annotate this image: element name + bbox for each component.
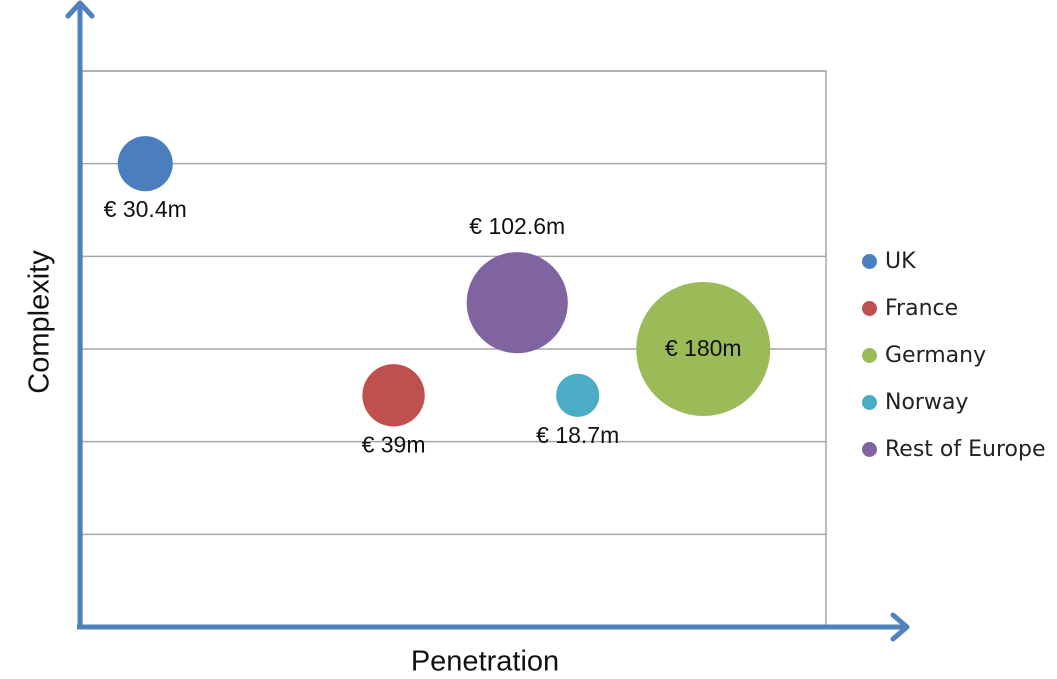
x-axis-arrow: [77, 612, 910, 642]
legend-label: Rest of Europe: [885, 437, 1046, 462]
y-axis-label: Complexity: [23, 250, 56, 394]
legend-marker-icon: [862, 348, 877, 363]
bubble-norway: [556, 373, 600, 417]
legend-label: Norway: [885, 390, 969, 415]
legend-marker-icon: [862, 395, 877, 410]
bubble-germany: [636, 282, 771, 416]
x-axis-label: Penetration: [410, 645, 560, 678]
data-label: € 180m: [665, 335, 742, 361]
legend-label: Germany: [885, 343, 987, 368]
legend-item-germany: Germany: [862, 332, 1045, 379]
bubble-uk: [117, 136, 173, 192]
data-label: € 30.4m: [104, 196, 187, 222]
y-axis-arrow: [65, 0, 95, 629]
legend-item-france: France: [862, 285, 1045, 332]
legend-marker-icon: [862, 442, 877, 457]
legend-marker-icon: [862, 301, 877, 316]
legend-label: UK: [885, 249, 916, 274]
legend-marker-icon: [862, 254, 877, 269]
bubble-france: [362, 364, 425, 427]
legend-item-norway: Norway: [862, 379, 1045, 426]
data-label: € 102.6m: [469, 213, 565, 239]
bubble-rest-of-europe: [466, 252, 568, 354]
legend-label: France: [885, 296, 959, 321]
legend-item-uk: UK: [862, 238, 1045, 285]
legend-item-rest-of-europe: Rest of Europe: [862, 426, 1045, 473]
bubbles: € 30.4m € 39m € 180m € 18.7m € 102.6m: [104, 136, 771, 458]
data-label: € 18.7m: [536, 422, 619, 448]
data-label: € 39m: [362, 432, 426, 458]
legend: UK France Germany Norway Rest of Europe: [862, 238, 1045, 473]
